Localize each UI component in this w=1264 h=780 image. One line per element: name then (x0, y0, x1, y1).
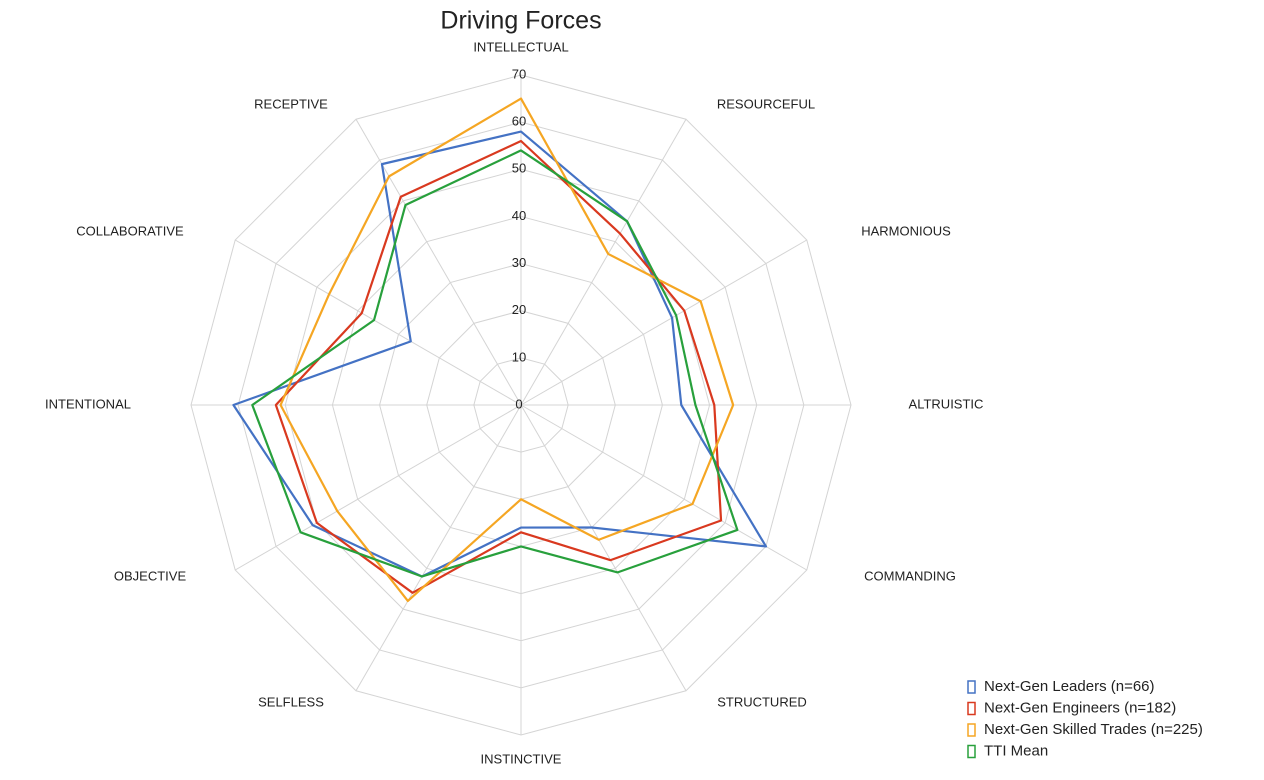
spoke (520, 404, 687, 692)
r-tick-label: 40 (512, 208, 526, 223)
legend-label: Next-Gen Skilled Trades (n=225) (984, 721, 1203, 738)
r-tick-label: 50 (512, 161, 526, 176)
r-tick-label: 20 (512, 302, 526, 317)
series-group (232, 97, 768, 603)
spoke (520, 239, 808, 406)
axis-label: HARMONIOUS (861, 223, 951, 238)
r-tick-label: 60 (512, 114, 526, 129)
axis-label: COMMANDING (864, 568, 956, 583)
r-tick-label: 30 (512, 255, 526, 270)
spoke (234, 239, 522, 406)
axis-label: INTELLECTUAL (473, 39, 568, 54)
axis-label: INTENTIONAL (45, 396, 131, 411)
series-line (279, 97, 735, 603)
axis-label: COLLABORATIVE (76, 223, 184, 238)
spoke (520, 404, 808, 571)
axis-label: STRUCTURED (717, 694, 807, 709)
legend-swatch (967, 744, 976, 759)
axis-label: RESOURCEFUL (717, 96, 815, 111)
axis-label: SELFLESS (258, 694, 324, 709)
r-tick-label: 0 (515, 396, 522, 411)
series-line (232, 130, 768, 578)
axis-label: ALTRUISTIC (909, 396, 984, 411)
legend-label: Next-Gen Engineers (n=182) (984, 699, 1176, 716)
series-line (274, 139, 723, 594)
series-line (251, 149, 739, 578)
axis-label: OBJECTIVE (114, 568, 187, 583)
chart-title: Driving Forces (440, 7, 601, 35)
spoke (355, 404, 522, 692)
spoke (520, 118, 687, 406)
spoke (234, 404, 522, 571)
r-tick-label: 70 (512, 66, 526, 81)
axis-label: INSTINCTIVE (481, 751, 562, 766)
r-tick-label: 10 (512, 349, 526, 364)
legend-swatch (967, 680, 976, 694)
grid (190, 74, 852, 736)
axis-label: RECEPTIVE (254, 96, 328, 111)
legend-label: TTI Mean (984, 742, 1048, 759)
legend-label: Next-Gen Leaders (n=66) (984, 678, 1155, 695)
spoke (355, 118, 522, 406)
legend-swatch (967, 701, 976, 716)
legend-swatch (967, 723, 976, 737)
labels: 0 10 20 30 40 50 60 70 INTELLECTUAL RESOURCEFUL HA… (45, 39, 1203, 766)
